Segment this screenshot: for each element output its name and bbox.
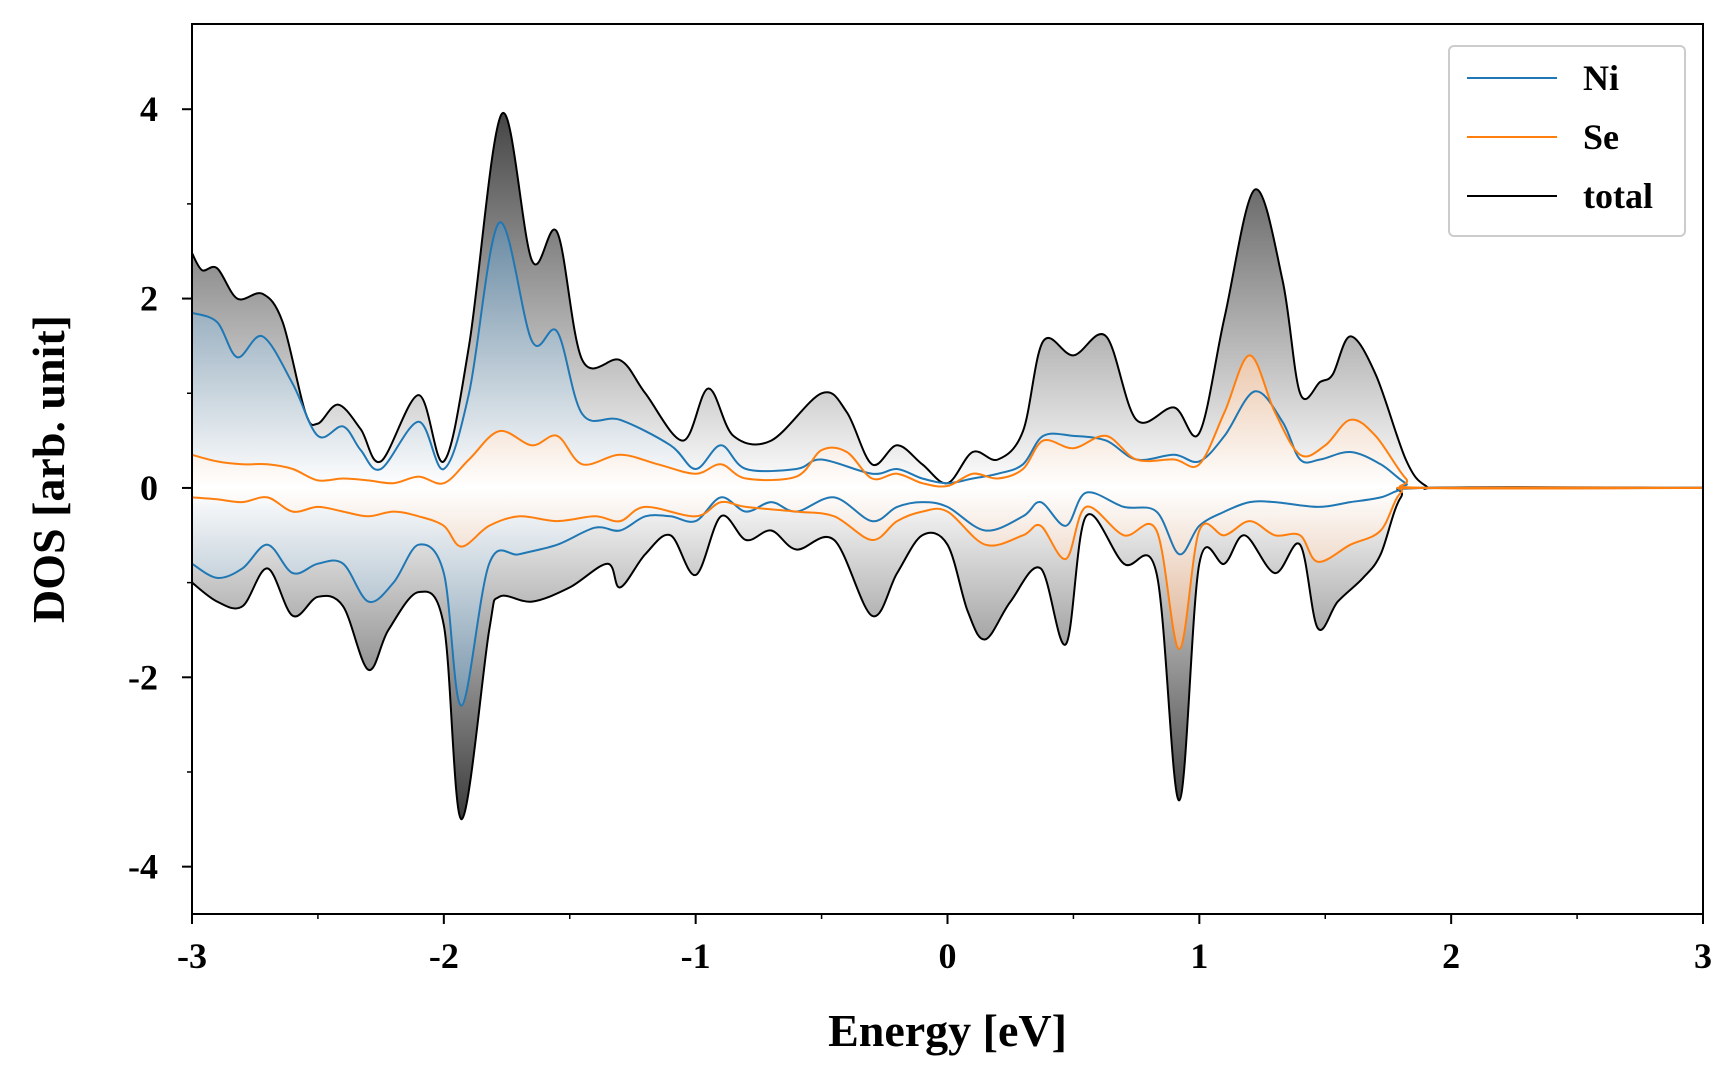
legend-label-se: Se [1583, 117, 1619, 157]
y-tick-label: -2 [128, 657, 158, 697]
line-ni-spin-up [191, 221, 1704, 490]
area-total-spin-down [192, 487, 1703, 820]
x-tick-label: 1 [1190, 936, 1208, 976]
area-ni-spin-up [192, 222, 1703, 489]
y-tick-label: 2 [140, 279, 158, 319]
x-tick-label: 2 [1442, 936, 1460, 976]
legend-label-total: total [1583, 176, 1653, 216]
x-tick-label: 3 [1694, 936, 1712, 976]
y-tick-label: -4 [128, 847, 158, 887]
x-tick-label: -2 [429, 936, 459, 976]
line-total-spin-down [191, 486, 1704, 821]
x-tick-label: -3 [177, 936, 207, 976]
line-se-spin-up [191, 354, 1704, 490]
y-tick-label: 4 [140, 89, 158, 129]
area-se-spin-up [192, 355, 1703, 489]
x-tick-label: -1 [681, 936, 711, 976]
legend-label-ni: Ni [1583, 58, 1619, 98]
y-tick-label: 0 [140, 468, 158, 508]
x-axis-title: Energy [eV] [828, 1005, 1067, 1056]
legend: Ni Se total [1448, 45, 1686, 237]
fill-layer [192, 112, 1703, 820]
x-tick-label: 0 [939, 936, 957, 976]
line-layer [191, 112, 1704, 821]
legend-box [1448, 45, 1686, 237]
line-total-spin-up [191, 112, 1704, 490]
line-se-spin-down [191, 486, 1704, 650]
y-axis-title: DOS [arb. unit] [23, 315, 74, 623]
axes-layer: -3 -2 -1 0 1 2 3 -4 -2 0 2 4 [128, 89, 1712, 976]
area-se-spin-down [192, 487, 1703, 649]
